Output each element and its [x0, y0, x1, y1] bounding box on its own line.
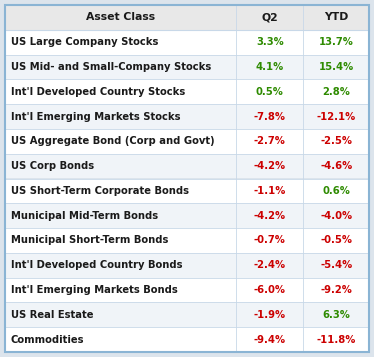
- Text: -2.5%: -2.5%: [320, 136, 352, 146]
- Bar: [5, 129, 369, 154]
- Text: Asset Class: Asset Class: [86, 12, 155, 22]
- Text: Int'l Developed Country Stocks: Int'l Developed Country Stocks: [11, 87, 185, 97]
- Bar: [5, 203, 369, 228]
- Text: 6.3%: 6.3%: [322, 310, 350, 320]
- Text: 3.3%: 3.3%: [256, 37, 284, 47]
- Text: -12.1%: -12.1%: [317, 111, 356, 121]
- Text: US Aggregate Bond (Corp and Govt): US Aggregate Bond (Corp and Govt): [11, 136, 215, 146]
- Text: -2.4%: -2.4%: [254, 260, 286, 270]
- Bar: [5, 154, 369, 178]
- Text: -0.5%: -0.5%: [320, 236, 352, 246]
- Text: 2.8%: 2.8%: [322, 87, 350, 97]
- Bar: [5, 278, 369, 302]
- Text: -9.2%: -9.2%: [320, 285, 352, 295]
- Text: US Corp Bonds: US Corp Bonds: [11, 161, 94, 171]
- Text: 0.5%: 0.5%: [256, 87, 284, 97]
- Text: -6.0%: -6.0%: [254, 285, 286, 295]
- Text: 0.6%: 0.6%: [322, 186, 350, 196]
- Text: US Short-Term Corporate Bonds: US Short-Term Corporate Bonds: [11, 186, 189, 196]
- Text: 15.4%: 15.4%: [319, 62, 354, 72]
- Bar: [5, 30, 369, 55]
- Bar: [5, 55, 369, 79]
- Text: US Real Estate: US Real Estate: [11, 310, 94, 320]
- Bar: [5, 228, 369, 253]
- Text: YTD: YTD: [324, 12, 349, 22]
- Bar: [5, 178, 369, 203]
- Text: -4.0%: -4.0%: [320, 211, 352, 221]
- Text: Municipal Short-Term Bonds: Municipal Short-Term Bonds: [11, 236, 168, 246]
- Text: Int'l Developed Country Bonds: Int'l Developed Country Bonds: [11, 260, 183, 270]
- Text: -4.6%: -4.6%: [320, 161, 352, 171]
- Text: -1.9%: -1.9%: [254, 310, 286, 320]
- Bar: [5, 253, 369, 278]
- Text: -1.1%: -1.1%: [254, 186, 286, 196]
- Bar: [5, 302, 369, 327]
- Text: US Large Company Stocks: US Large Company Stocks: [11, 37, 158, 47]
- Text: 4.1%: 4.1%: [256, 62, 284, 72]
- Text: -2.7%: -2.7%: [254, 136, 286, 146]
- Text: -7.8%: -7.8%: [254, 111, 286, 121]
- Text: -5.4%: -5.4%: [320, 260, 352, 270]
- Text: Municipal Mid-Term Bonds: Municipal Mid-Term Bonds: [11, 211, 158, 221]
- Text: -4.2%: -4.2%: [254, 161, 286, 171]
- Bar: [5, 104, 369, 129]
- Bar: [5, 327, 369, 352]
- Text: -11.8%: -11.8%: [316, 335, 356, 345]
- Text: Int'l Emerging Markets Stocks: Int'l Emerging Markets Stocks: [11, 111, 181, 121]
- Text: Commodities: Commodities: [11, 335, 85, 345]
- Text: 13.7%: 13.7%: [319, 37, 354, 47]
- Text: Q2: Q2: [261, 12, 278, 22]
- Text: Int'l Emerging Markets Bonds: Int'l Emerging Markets Bonds: [11, 285, 178, 295]
- Text: -4.2%: -4.2%: [254, 211, 286, 221]
- Bar: [5, 79, 369, 104]
- Bar: [5, 5, 369, 30]
- Text: US Mid- and Small-Company Stocks: US Mid- and Small-Company Stocks: [11, 62, 211, 72]
- Text: -0.7%: -0.7%: [254, 236, 286, 246]
- Text: -9.4%: -9.4%: [254, 335, 286, 345]
